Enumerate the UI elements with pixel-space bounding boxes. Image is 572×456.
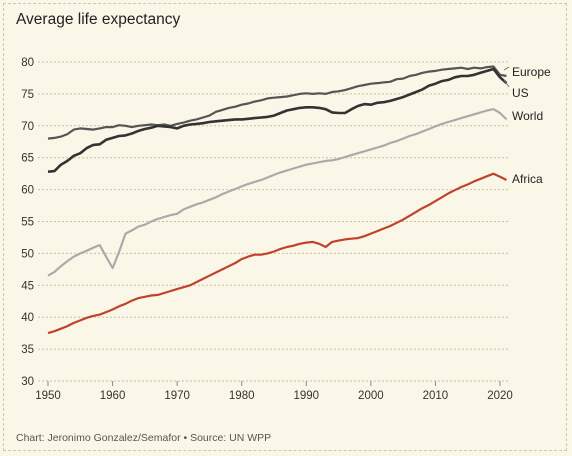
series-label-europe: Europe: [512, 65, 551, 79]
y-tick-45: 45: [21, 280, 34, 292]
series-lines: [47, 65, 508, 335]
x-tick-2010: 2010: [423, 390, 449, 402]
grid-lines: [38, 61, 510, 382]
series-label-us: US: [512, 86, 529, 100]
y-tick-65: 65: [21, 153, 34, 165]
series-line-europe: [47, 65, 507, 140]
chart-frame: [3, 3, 567, 451]
y-tick-80: 80: [21, 57, 34, 69]
series-line-africa: [47, 172, 507, 335]
y-tick-70: 70: [21, 121, 34, 133]
y-tick-labels: 30 35 40 45 50 55 60 65 70 75 80: [21, 57, 34, 388]
y-tick-40: 40: [21, 312, 34, 324]
x-tick-1950: 1950: [35, 390, 61, 402]
y-tick-50: 50: [21, 248, 34, 260]
x-tick-1960: 1960: [100, 390, 126, 402]
y-tick-75: 75: [21, 89, 34, 101]
series-line-us: [47, 67, 508, 173]
x-tick-1970: 1970: [164, 390, 190, 402]
y-tick-30: 30: [21, 376, 34, 388]
x-tick-1980: 1980: [229, 390, 255, 402]
y-tick-60: 60: [21, 185, 34, 197]
chart-title: Average life expectancy: [16, 11, 181, 28]
label-leader-europe: [503, 66, 510, 71]
chart-source: Chart: Jeronimo Gonzalez/Semafor • Sourc…: [16, 432, 272, 444]
series-label-world: World: [512, 109, 543, 123]
x-tick-2020: 2020: [487, 390, 513, 402]
x-tick-labels: 1950 1960 1970 1980 1990 2000 2010 2020: [35, 381, 513, 402]
x-tick-2000: 2000: [358, 390, 384, 402]
label-leader-us: [503, 79, 510, 88]
series-labels: Europe US World Africa: [503, 65, 551, 186]
y-tick-55: 55: [21, 217, 34, 229]
x-tick-1990: 1990: [293, 390, 319, 402]
series-label-africa: Africa: [512, 172, 543, 186]
y-tick-35: 35: [21, 344, 34, 356]
series-line-world: [47, 108, 508, 277]
